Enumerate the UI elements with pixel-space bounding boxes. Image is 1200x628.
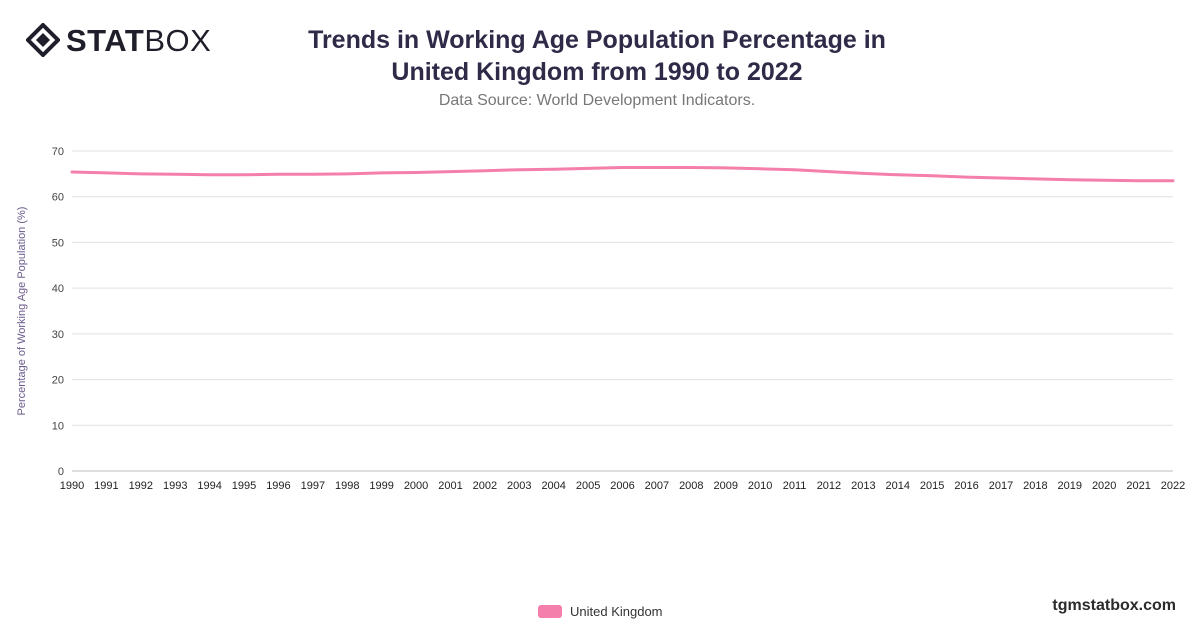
legend-label-united-kingdom: United Kingdom <box>570 603 663 619</box>
x-tick-label: 2014 <box>886 480 910 492</box>
data-point[interactable] <box>793 168 797 172</box>
data-point[interactable] <box>1171 179 1175 183</box>
y-tick-label: 30 <box>52 329 64 341</box>
x-tick-label: 1990 <box>60 480 84 492</box>
statbox-logo: STATBOX <box>26 22 211 58</box>
data-point[interactable] <box>242 173 246 177</box>
data-point[interactable] <box>517 168 521 172</box>
data-point[interactable] <box>1137 179 1141 183</box>
y-axis-ticks: 0 10 20 30 40 50 60 70 <box>52 146 64 478</box>
data-point[interactable] <box>483 169 487 173</box>
x-tick-label: 2010 <box>748 480 772 492</box>
y-tick-label: 20 <box>52 375 64 387</box>
data-point[interactable] <box>930 174 934 178</box>
y-tick-label: 40 <box>52 283 64 295</box>
x-tick-label: 2006 <box>610 480 634 492</box>
x-tick-label: 2004 <box>541 480 565 492</box>
x-tick-label: 2005 <box>576 480 600 492</box>
x-tick-label: 1998 <box>335 480 359 492</box>
data-point[interactable] <box>965 175 969 179</box>
x-tick-label: 1995 <box>232 480 256 492</box>
legend-swatch <box>538 604 562 618</box>
x-tick-label: 1992 <box>129 480 153 492</box>
watermark: tgmstatbox.com <box>1052 597 1176 614</box>
data-point[interactable] <box>758 167 762 171</box>
logo-text-bold: STAT <box>66 22 145 58</box>
data-point[interactable] <box>655 165 659 169</box>
data-point[interactable] <box>827 170 831 174</box>
x-tick-label: 1991 <box>94 480 118 492</box>
x-tick-label: 2007 <box>645 480 669 492</box>
grid-lines <box>72 150 1173 472</box>
data-point[interactable] <box>208 173 212 177</box>
data-point[interactable] <box>896 173 900 177</box>
logo-wordmark: STATBOX <box>66 25 211 56</box>
data-point[interactable] <box>70 170 74 174</box>
x-tick-label: 2018 <box>1023 480 1047 492</box>
data-point[interactable] <box>311 172 315 176</box>
x-tick-label: 2003 <box>507 480 531 492</box>
y-tick-label: 70 <box>52 146 64 158</box>
y-tick-label: 60 <box>52 192 64 204</box>
x-tick-label: 1997 <box>301 480 325 492</box>
data-point[interactable] <box>1068 178 1072 182</box>
x-tick-label: 2021 <box>1126 480 1150 492</box>
x-tick-label: 1993 <box>163 480 187 492</box>
x-tick-label: 2015 <box>920 480 944 492</box>
x-tick-label: 1999 <box>369 480 393 492</box>
logo-text-light: BOX <box>144 22 212 58</box>
x-tick-label: 2008 <box>679 480 703 492</box>
data-point[interactable] <box>552 167 556 171</box>
legend[interactable]: United Kingdom <box>538 602 663 620</box>
data-point[interactable] <box>414 170 418 174</box>
y-tick-label: 0 <box>58 466 64 478</box>
data-point[interactable] <box>861 171 865 175</box>
data-point[interactable] <box>276 172 280 176</box>
diamond-logo-icon <box>26 23 60 57</box>
data-point[interactable] <box>380 171 384 175</box>
x-tick-label: 2001 <box>438 480 462 492</box>
data-point[interactable] <box>1033 177 1037 181</box>
x-tick-label: 1994 <box>197 480 221 492</box>
x-tick-label: 2011 <box>783 480 807 492</box>
x-tick-label: 2016 <box>954 480 978 492</box>
data-point[interactable] <box>586 166 590 170</box>
x-tick-label: 2002 <box>473 480 497 492</box>
x-tick-label: 2022 <box>1161 480 1185 492</box>
y-tick-label: 50 <box>52 237 64 249</box>
x-tick-label: 2012 <box>817 480 841 492</box>
data-point[interactable] <box>999 176 1003 180</box>
y-tick-label: 10 <box>52 420 64 432</box>
data-point[interactable] <box>104 171 108 175</box>
data-point[interactable] <box>724 166 728 170</box>
data-point[interactable] <box>139 172 143 176</box>
data-point[interactable] <box>173 172 177 176</box>
data-point[interactable] <box>689 165 693 169</box>
chart-title: Trends in Working Age Population Percent… <box>308 26 886 86</box>
series-layer <box>70 165 1175 183</box>
data-point[interactable] <box>1102 178 1106 182</box>
series-line-united-kingdom[interactable] <box>70 166 1175 183</box>
x-tick-label: 1996 <box>266 480 290 492</box>
data-point[interactable] <box>448 170 452 174</box>
x-tick-label: 2017 <box>989 480 1013 492</box>
data-point[interactable] <box>345 172 349 176</box>
data-point[interactable] <box>621 165 625 169</box>
chart-subtitle: Data Source: World Development Indicator… <box>438 92 756 109</box>
y-axis-label: Percentage of Working Age Population (%) <box>16 207 28 416</box>
x-tick-label: 2020 <box>1092 480 1116 492</box>
x-tick-label: 2009 <box>713 480 737 492</box>
x-axis-ticks: 1990 1991 1992 1993 1994 1995 1996 1997 1998 1999… <box>60 480 1185 492</box>
x-tick-label: 2013 <box>851 480 875 492</box>
x-tick-label: 2019 <box>1058 480 1082 492</box>
x-tick-label: 2000 <box>404 480 428 492</box>
